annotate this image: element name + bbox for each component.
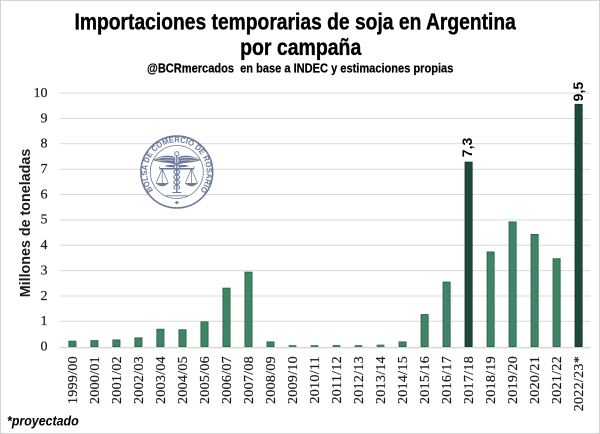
- svg-text:2002/03: 2002/03: [132, 356, 147, 404]
- svg-text:2018/19: 2018/19: [484, 356, 499, 404]
- svg-text:2012/13: 2012/13: [352, 356, 367, 404]
- svg-text:1: 1: [41, 314, 48, 329]
- svg-text:2001/02: 2001/02: [110, 356, 125, 404]
- svg-text:2009/10: 2009/10: [286, 356, 301, 404]
- svg-text:4: 4: [41, 238, 48, 253]
- svg-text:9: 9: [41, 111, 48, 126]
- svg-text:2014/15: 2014/15: [396, 356, 411, 404]
- svg-text:2007/08: 2007/08: [242, 356, 257, 404]
- svg-text:2017/18: 2017/18: [462, 356, 477, 404]
- svg-text:3: 3: [41, 263, 48, 278]
- svg-text:2016/17: 2016/17: [440, 356, 455, 404]
- svg-text:2020/21: 2020/21: [528, 356, 543, 404]
- svg-text:2013/14: 2013/14: [374, 356, 389, 404]
- svg-text:2015/16: 2015/16: [418, 356, 433, 404]
- svg-text:2019/20: 2019/20: [506, 356, 521, 404]
- svg-text:1999/00: 1999/00: [66, 356, 81, 404]
- svg-text:8: 8: [41, 137, 48, 152]
- svg-text:2003/04: 2003/04: [154, 356, 169, 404]
- svg-text:2000/01: 2000/01: [88, 356, 103, 404]
- svg-text:*proyectado: *proyectado: [7, 413, 79, 429]
- svg-text:2008/09: 2008/09: [264, 356, 279, 404]
- svg-text:6: 6: [41, 187, 48, 202]
- svg-text:Millones de toneladas: Millones de toneladas: [18, 149, 34, 298]
- svg-text:2: 2: [41, 289, 48, 304]
- svg-text:7: 7: [41, 162, 48, 177]
- svg-text:Importaciones temporarias de s: Importaciones temporarias de soja en Arg…: [75, 10, 516, 35]
- svg-text:10: 10: [34, 86, 48, 101]
- svg-text:9,5: 9,5: [570, 82, 586, 102]
- svg-text:por campaña: por campaña: [240, 34, 361, 60]
- svg-text:@BCRmercados en base a INDEC: @BCRmercados en base a INDEC y estimacio…: [147, 61, 454, 76]
- svg-text:2006/07: 2006/07: [220, 356, 235, 404]
- svg-text:0: 0: [41, 340, 48, 355]
- svg-text:2022/23*: 2022/23*: [572, 356, 587, 411]
- svg-text:2005/06: 2005/06: [198, 356, 213, 404]
- svg-text:2010/11: 2010/11: [308, 356, 323, 403]
- svg-text:2011/12: 2011/12: [330, 356, 345, 403]
- svg-text:7,3: 7,3: [459, 138, 475, 158]
- svg-text:2004/05: 2004/05: [176, 356, 191, 404]
- svg-text:2021/22: 2021/22: [550, 356, 565, 404]
- svg-text:5: 5: [41, 213, 48, 228]
